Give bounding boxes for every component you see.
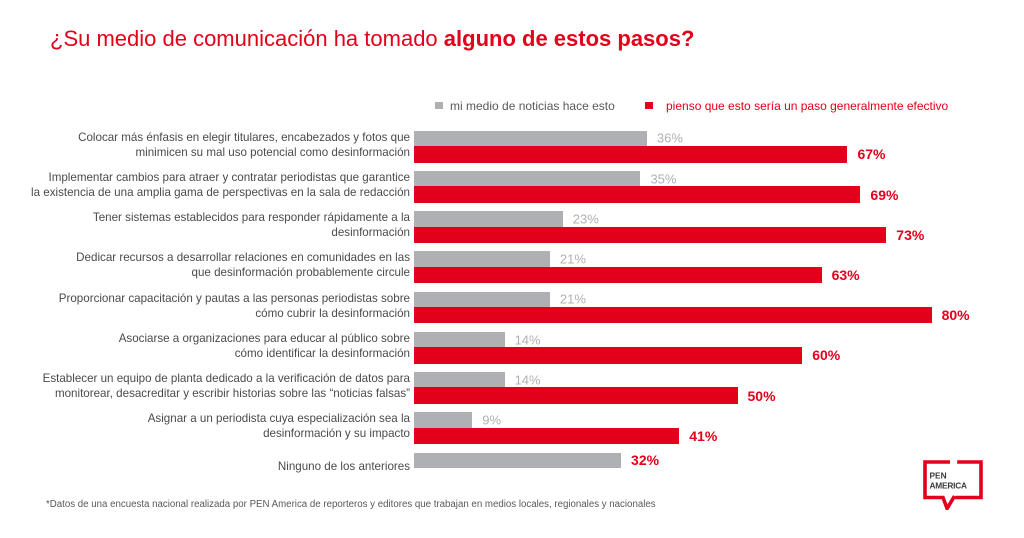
svg-text:PEN: PEN	[930, 471, 947, 481]
svg-text:AMERICA: AMERICA	[930, 481, 968, 491]
